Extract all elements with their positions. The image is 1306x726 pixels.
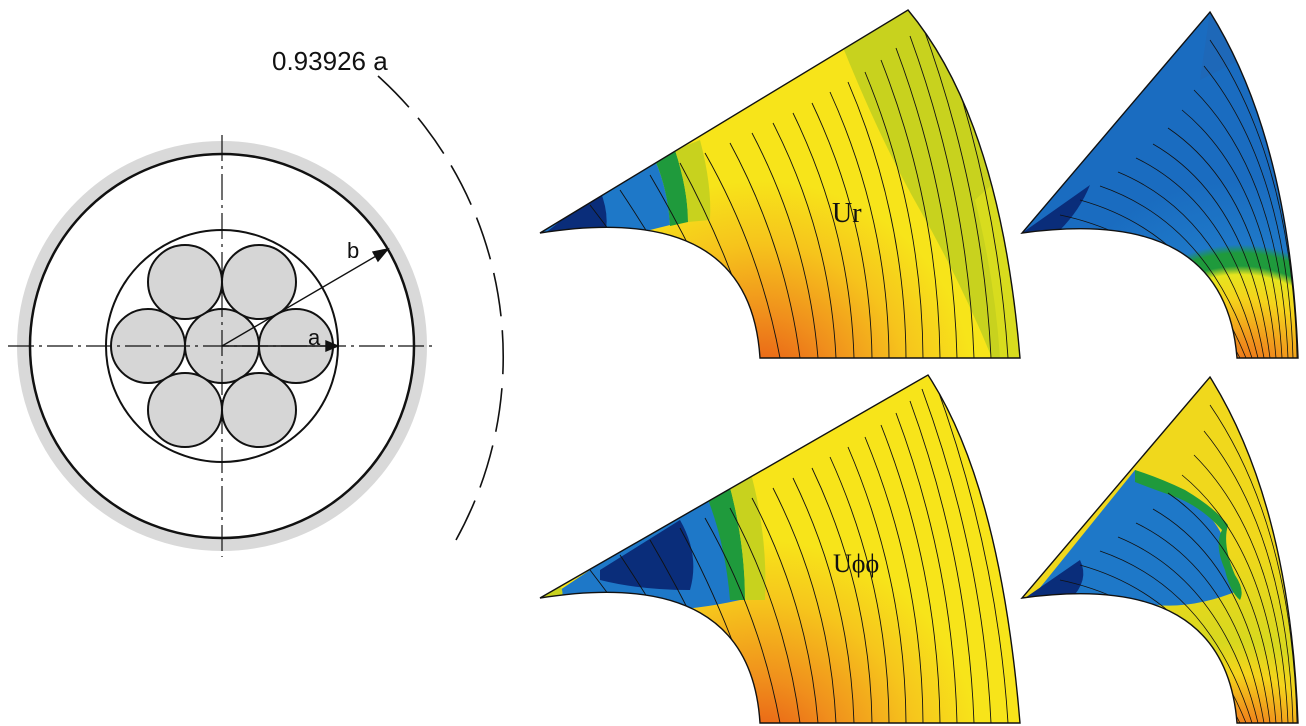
wire-strands (110, 244, 334, 448)
radius-b-arrow (221, 247, 390, 347)
center-lines (8, 135, 432, 557)
uphiphi-label: Uϕϕ (833, 549, 879, 578)
wire-radius-label: a (308, 325, 321, 350)
contour-plot-ur: Ur (539, 9, 1021, 359)
wire-lower-right (221, 372, 297, 448)
wire-upper-right (221, 244, 297, 320)
wire-lower-left (147, 372, 223, 448)
interstice-radius-label: 0.93926 a (272, 46, 388, 76)
outer-radius-label: b (347, 238, 359, 263)
cable-cross-section: b a 0.93926 a (8, 46, 505, 557)
wire-upper-left (147, 244, 223, 320)
contour-plot-bottom-right (1020, 375, 1299, 724)
contour-plot-uphiphi: Uϕϕ (539, 374, 1021, 724)
radius-a-arrow (222, 339, 340, 353)
ur-label: Ur (832, 198, 862, 229)
contour-plot-top-right (1020, 10, 1299, 359)
interstice-radius-arc (377, 75, 505, 541)
